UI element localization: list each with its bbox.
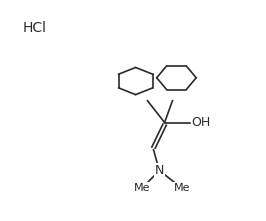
Text: Me: Me xyxy=(173,183,190,193)
Text: OH: OH xyxy=(192,116,211,129)
Text: N: N xyxy=(155,164,164,177)
Text: HCl: HCl xyxy=(22,21,47,34)
Text: Me: Me xyxy=(134,183,151,193)
